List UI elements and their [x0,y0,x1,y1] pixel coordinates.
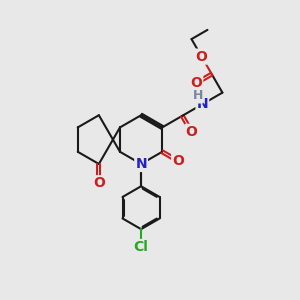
Text: O: O [190,76,202,90]
Text: H: H [192,89,203,103]
Text: O: O [93,176,105,190]
Text: O: O [196,50,208,64]
Text: N: N [135,157,147,171]
Text: N: N [196,97,208,111]
Text: Cl: Cl [134,240,148,254]
Text: O: O [172,154,184,168]
Text: O: O [185,125,197,139]
